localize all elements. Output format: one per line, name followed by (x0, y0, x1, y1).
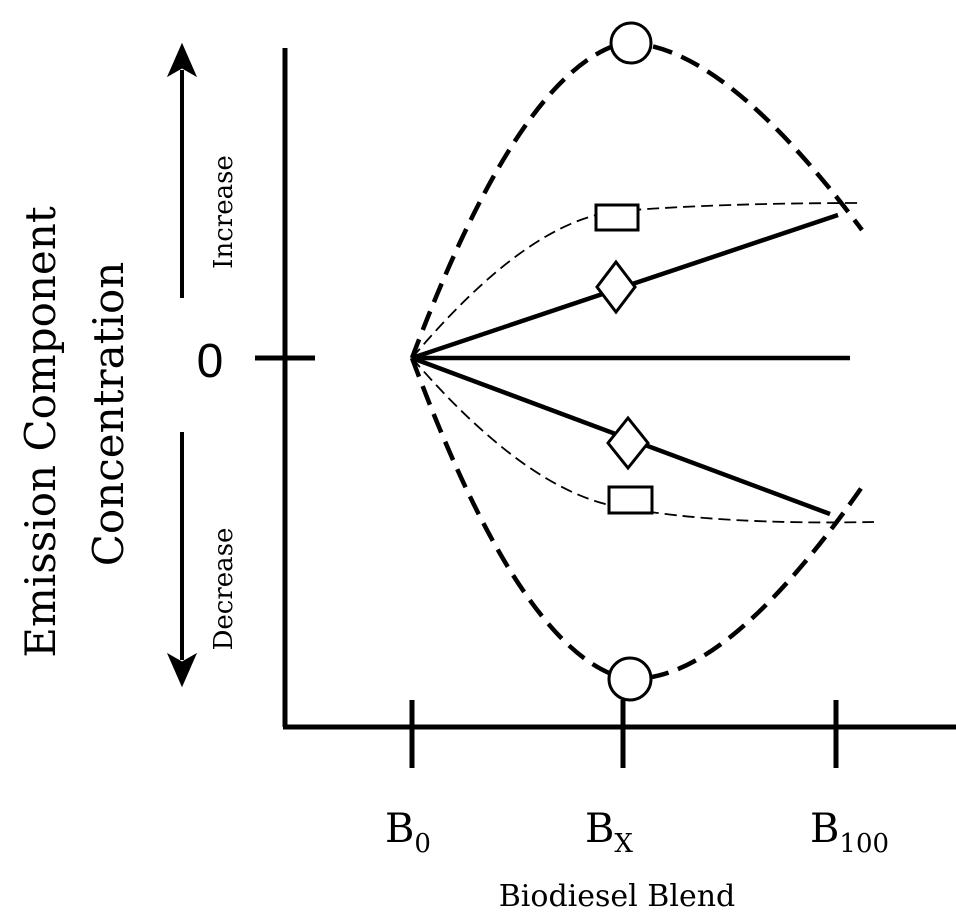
diamond-marker-top (595, 259, 637, 315)
tick-label-bx: BX (585, 806, 633, 859)
increase-label: Increase (209, 155, 239, 269)
tick-label-b0: B0 (385, 806, 431, 859)
tick-label-b100: B100 (810, 806, 889, 859)
circle-marker-bottom (607, 656, 653, 702)
circle-marker-top (609, 21, 653, 65)
square-marker-top (594, 203, 640, 232)
increase-arrow-head (166, 42, 198, 78)
direction-arrows (166, 42, 198, 688)
max-decrease-curve (409, 357, 864, 681)
y-axis-label-line2: Concentration (84, 262, 133, 567)
diamond-marker-bottom (606, 415, 650, 471)
zero-label: 0 (197, 335, 224, 388)
y-axis-label-line1: Emission Component (16, 206, 65, 658)
x-axis-label: Biodiesel Blend (499, 879, 735, 914)
decrease-label: Decrease (209, 528, 239, 651)
moderate-decrease-curve (411, 357, 875, 524)
axes (255, 48, 956, 768)
square-marker-bottom (607, 485, 654, 515)
markers (594, 21, 654, 702)
trend-curves (409, 40, 875, 681)
decrease-arrow-head (166, 652, 198, 688)
max-increase-curve (409, 40, 864, 359)
